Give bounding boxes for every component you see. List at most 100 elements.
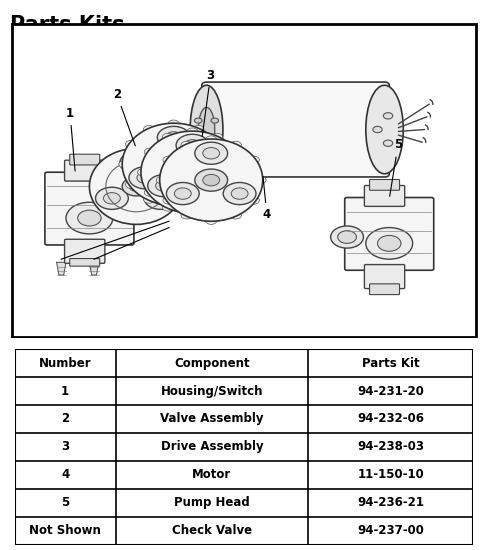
Circle shape <box>384 113 393 119</box>
Circle shape <box>78 210 101 226</box>
Text: Pump Head: Pump Head <box>174 496 250 509</box>
FancyBboxPatch shape <box>369 179 400 190</box>
Text: 94-238-03: 94-238-03 <box>357 441 424 453</box>
Text: 94-236-21: 94-236-21 <box>357 496 424 509</box>
Circle shape <box>195 136 202 141</box>
Circle shape <box>203 174 220 186</box>
Circle shape <box>162 204 174 211</box>
Circle shape <box>120 201 153 223</box>
Circle shape <box>193 125 204 133</box>
Circle shape <box>223 183 256 205</box>
Circle shape <box>186 167 219 189</box>
FancyBboxPatch shape <box>369 284 400 295</box>
Text: 5: 5 <box>390 139 402 196</box>
Polygon shape <box>89 262 99 275</box>
Circle shape <box>125 140 137 148</box>
FancyBboxPatch shape <box>70 258 100 266</box>
Circle shape <box>168 120 180 128</box>
Circle shape <box>163 196 174 204</box>
Circle shape <box>184 140 201 151</box>
Text: Parts Kits: Parts Kits <box>10 15 124 35</box>
Circle shape <box>138 168 149 176</box>
Circle shape <box>205 217 217 224</box>
Circle shape <box>203 147 220 159</box>
Circle shape <box>143 125 155 133</box>
FancyBboxPatch shape <box>202 82 389 177</box>
Circle shape <box>211 204 223 211</box>
Circle shape <box>129 182 143 191</box>
Text: 5: 5 <box>61 496 69 509</box>
Circle shape <box>187 209 198 217</box>
Text: 11-150-10: 11-150-10 <box>357 468 424 481</box>
Circle shape <box>127 205 145 218</box>
Circle shape <box>165 132 182 143</box>
FancyBboxPatch shape <box>345 197 434 270</box>
Text: 3: 3 <box>61 441 69 453</box>
Circle shape <box>184 167 201 178</box>
Circle shape <box>174 188 191 199</box>
Ellipse shape <box>122 123 225 206</box>
Circle shape <box>176 161 209 183</box>
Circle shape <box>119 161 130 168</box>
Circle shape <box>230 141 242 149</box>
Circle shape <box>103 192 121 204</box>
Circle shape <box>212 180 229 191</box>
Circle shape <box>194 172 210 184</box>
Circle shape <box>204 174 237 197</box>
Circle shape <box>144 148 156 156</box>
Circle shape <box>211 118 219 123</box>
Circle shape <box>156 180 172 191</box>
FancyBboxPatch shape <box>64 239 105 263</box>
Circle shape <box>166 183 199 205</box>
Circle shape <box>143 196 155 203</box>
Circle shape <box>248 156 260 164</box>
Circle shape <box>144 187 177 210</box>
Ellipse shape <box>160 139 263 221</box>
Circle shape <box>211 140 222 148</box>
Circle shape <box>248 196 260 204</box>
Circle shape <box>129 167 162 189</box>
Circle shape <box>211 181 222 188</box>
Circle shape <box>66 202 113 234</box>
Circle shape <box>231 188 248 199</box>
Circle shape <box>193 196 204 203</box>
Text: 2: 2 <box>61 412 69 426</box>
Circle shape <box>331 226 364 248</box>
FancyBboxPatch shape <box>45 172 134 245</box>
Text: Parts Kit: Parts Kit <box>362 357 420 370</box>
Text: 2: 2 <box>113 88 135 146</box>
Ellipse shape <box>141 131 244 213</box>
FancyBboxPatch shape <box>70 154 100 165</box>
Text: Motor: Motor <box>192 468 231 481</box>
Circle shape <box>120 152 153 174</box>
Text: 4: 4 <box>61 468 69 481</box>
Polygon shape <box>57 262 66 275</box>
Circle shape <box>211 133 223 141</box>
Circle shape <box>157 126 190 148</box>
Text: 1: 1 <box>61 384 69 398</box>
Text: Check Valve: Check Valve <box>172 524 252 537</box>
Circle shape <box>163 156 174 164</box>
Text: 94-231-20: 94-231-20 <box>357 384 424 398</box>
Circle shape <box>195 118 202 123</box>
Ellipse shape <box>366 85 403 174</box>
Text: Component: Component <box>174 357 250 370</box>
Circle shape <box>373 126 382 133</box>
Text: 1: 1 <box>66 107 75 171</box>
Text: Drive Assembly: Drive Assembly <box>161 441 263 453</box>
Circle shape <box>230 211 242 219</box>
FancyBboxPatch shape <box>365 265 405 289</box>
Circle shape <box>187 128 198 135</box>
Circle shape <box>156 177 168 184</box>
Ellipse shape <box>198 107 215 152</box>
Ellipse shape <box>89 148 183 224</box>
Circle shape <box>378 235 401 251</box>
Circle shape <box>195 169 227 191</box>
Circle shape <box>137 172 154 184</box>
Circle shape <box>181 211 192 219</box>
Circle shape <box>338 231 356 243</box>
Circle shape <box>152 192 169 204</box>
Text: 94-232-06: 94-232-06 <box>357 412 424 426</box>
Circle shape <box>176 134 209 156</box>
Circle shape <box>125 181 137 188</box>
